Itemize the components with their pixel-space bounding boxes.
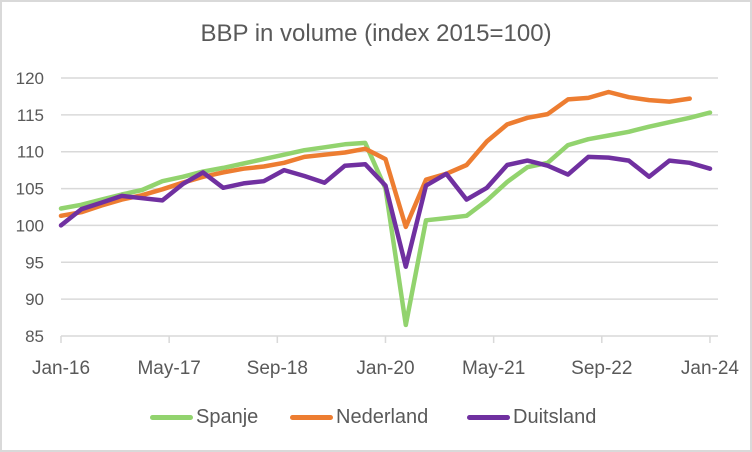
legend-label: Nederland xyxy=(336,405,429,428)
x-tick-label: Sep-22 xyxy=(571,358,632,379)
legend: Spanje Nederland Duitsland xyxy=(0,403,752,431)
y-tick-label: 120 xyxy=(16,69,44,88)
x-tick-label: Jan-16 xyxy=(32,358,90,379)
legend-swatch-nederland xyxy=(290,414,333,420)
legend-label: Duitsland xyxy=(513,405,597,428)
y-tick-label: 85 xyxy=(25,327,44,346)
x-tick-label: May-21 xyxy=(462,358,525,379)
series-lines xyxy=(58,89,713,328)
y-tick-label: 90 xyxy=(25,290,44,309)
legend-label: Spanje xyxy=(196,405,259,428)
x-axis: Jan-16 May-17 Sep-18 Jan-20 May-21 Sep-22 Jan-… xyxy=(32,336,739,379)
x-tick-label: Sep-18 xyxy=(247,358,308,379)
gridlines xyxy=(61,77,718,337)
series-line-nederland xyxy=(58,89,692,230)
chart-title: BBP in volume (index 2015=100) xyxy=(200,20,552,47)
y-tick-label: 115 xyxy=(17,106,44,125)
x-tick-label: Jan-20 xyxy=(356,358,414,379)
legend-item-spanje: Spanje xyxy=(150,403,258,431)
legend-item-nederland: Nederland xyxy=(290,403,428,431)
y-axis: 85 90 95 100 105 110 115 120 xyxy=(16,69,44,346)
x-tick-label: Jan-24 xyxy=(681,358,740,379)
legend-swatch-duitsland xyxy=(467,414,510,420)
y-tick-label: 100 xyxy=(16,216,44,235)
legend-swatch-spanje xyxy=(150,414,193,420)
legend-item-duitsland: Duitsland xyxy=(467,403,596,431)
y-tick-label: 110 xyxy=(17,143,44,162)
series-line-spanje xyxy=(58,110,713,328)
x-tick-label: May-17 xyxy=(137,358,200,379)
y-tick-label: 105 xyxy=(16,180,44,199)
series-line-duitsland xyxy=(58,154,713,269)
y-tick-label: 95 xyxy=(25,253,44,272)
